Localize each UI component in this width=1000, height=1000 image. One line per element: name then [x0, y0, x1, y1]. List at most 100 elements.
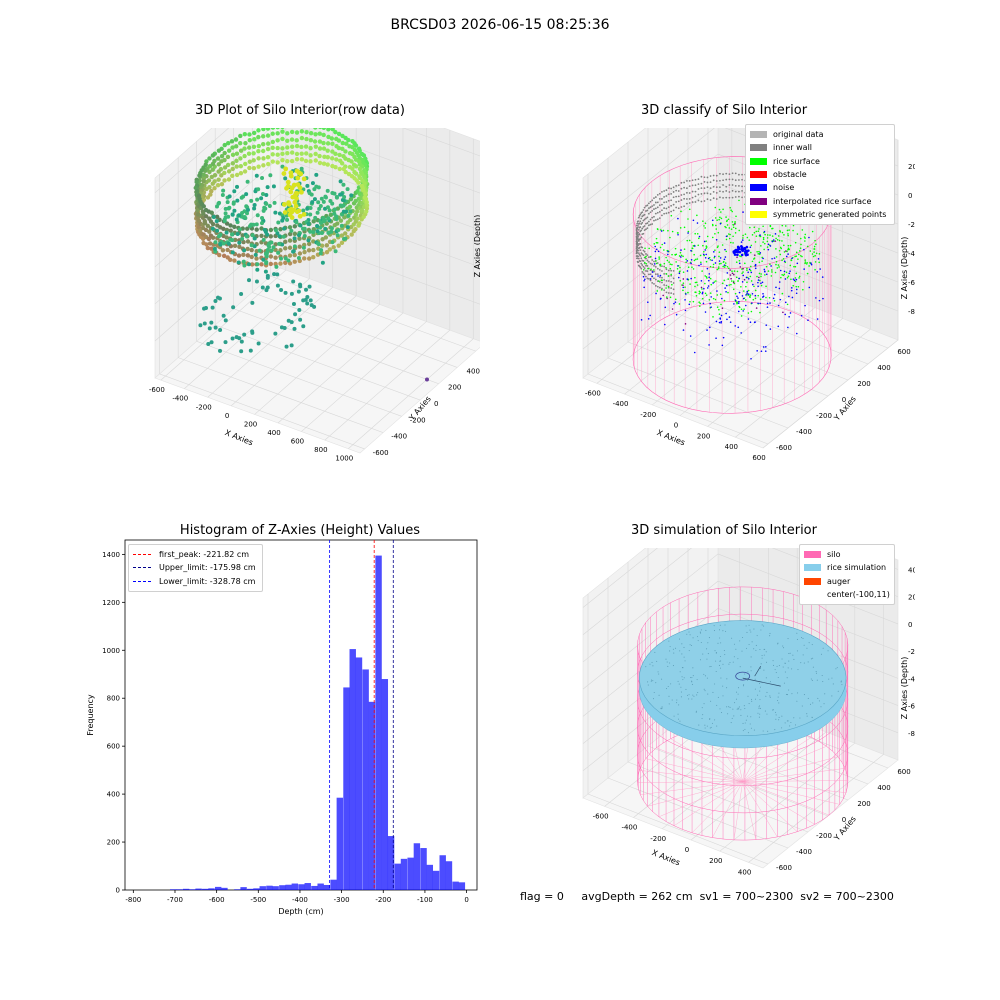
inner-wall-point [658, 204, 661, 207]
rice-mesh-point [820, 706, 822, 708]
rice-mesh-point [658, 694, 660, 696]
rice-mesh-point [733, 656, 735, 658]
noise-point [808, 236, 810, 239]
noise-point [772, 297, 775, 300]
raw-point [206, 342, 211, 347]
noise-point [715, 238, 718, 241]
y-tick-label: 1200 [102, 599, 120, 607]
raw-point [202, 220, 208, 226]
rice-surface-point [778, 249, 781, 252]
noise-point [675, 313, 678, 316]
rice-surface-point [753, 231, 756, 234]
rice-mesh-point [741, 650, 743, 652]
rice-mesh-point [812, 666, 814, 668]
rice-mesh-point [758, 716, 760, 718]
raw-point [219, 159, 224, 164]
inner-wall-point [637, 252, 640, 255]
legend-entry: Upper_limit: -175.98 cm [133, 561, 258, 574]
rice-mesh-point [674, 647, 677, 649]
y-tick-label: -600 [776, 864, 792, 872]
raw-point [268, 227, 274, 233]
noise-point [741, 247, 744, 250]
raw-point [340, 133, 345, 139]
raw-point [275, 128, 280, 130]
silo-floor-wire [742, 781, 778, 838]
rice-mesh-point [667, 665, 669, 668]
raw-point [339, 240, 345, 246]
raw-point [272, 272, 277, 277]
z-tick-label: -600 [908, 279, 915, 287]
rice-mesh-point [803, 662, 805, 664]
rice-mesh-point [796, 638, 799, 640]
rice-surface-point [655, 260, 657, 262]
x-tick-label: 600 [291, 438, 304, 446]
rice-mesh-point [747, 695, 749, 697]
y-tick-label: -400 [796, 428, 812, 436]
interpolated-point [782, 311, 784, 314]
raw-point [293, 203, 299, 209]
rice-mesh-point [831, 677, 833, 679]
rice-mesh-point [704, 727, 706, 729]
rice-surface-point [811, 253, 814, 255]
raw-point [213, 240, 218, 245]
rice-mesh-point [709, 666, 711, 668]
inner-wall-point [719, 190, 721, 193]
rice-surface-point [759, 298, 762, 301]
inner-wall-point [667, 193, 670, 196]
rice-surface-point [792, 284, 795, 287]
noise-point [764, 270, 766, 273]
inner-wall-point [741, 185, 743, 188]
raw-point [241, 259, 246, 264]
rice-mesh-point [744, 708, 746, 710]
x-tick-label: 200 [697, 432, 710, 440]
raw-point [207, 241, 213, 246]
z-axis-label: Z Axies (Depth) [900, 237, 909, 300]
rice-mesh-point [720, 712, 723, 714]
raw-point [273, 228, 278, 233]
x-tick-label: -400 [621, 824, 637, 832]
noise-point [678, 272, 681, 275]
noise-point [738, 300, 740, 303]
raw-point [250, 262, 255, 267]
rice-surface-point [744, 233, 747, 235]
raw-point [234, 164, 239, 169]
rice-mesh-point [661, 707, 663, 709]
rice-mesh-point [720, 677, 722, 679]
inner-wall-point [670, 280, 673, 283]
inner-wall-point [653, 270, 655, 273]
raw-point [307, 191, 312, 196]
raw-point [209, 188, 214, 194]
inner-wall-point [722, 196, 724, 199]
noise-point [673, 302, 675, 305]
raw-point [234, 217, 239, 222]
rice-mesh-point [692, 637, 694, 639]
inner-wall-point [661, 214, 663, 217]
raw-point [357, 174, 362, 179]
rice-mesh-point [682, 679, 684, 681]
raw-point [326, 134, 331, 140]
silo-floor-wire [712, 781, 743, 838]
rice-mesh-point [737, 687, 740, 689]
raw-point [256, 134, 261, 140]
noise-point [810, 263, 813, 266]
rice-surface-point [659, 246, 662, 249]
raw-point [260, 216, 265, 221]
rice-surface-point [712, 263, 715, 266]
x-tick-label: 400 [725, 443, 738, 451]
noise-point [740, 241, 743, 243]
interpolated-point [736, 256, 738, 259]
rice-mesh-point [683, 646, 685, 648]
legend-entry: first_peak: -221.82 cm [133, 548, 258, 561]
z-tick-label: 400 [908, 567, 915, 575]
raw-point [354, 209, 360, 214]
rice-surface-point [718, 208, 721, 211]
legend-label: center(-100,11) [827, 590, 890, 600]
raw-point [240, 236, 245, 241]
raw-point [319, 248, 324, 253]
rice-mesh-point [707, 693, 709, 695]
rice-mesh-point [791, 693, 793, 695]
noise-point [747, 318, 750, 320]
rice-surface-point [699, 291, 702, 294]
raw-point [252, 137, 257, 142]
rice-mesh-point [738, 706, 740, 708]
